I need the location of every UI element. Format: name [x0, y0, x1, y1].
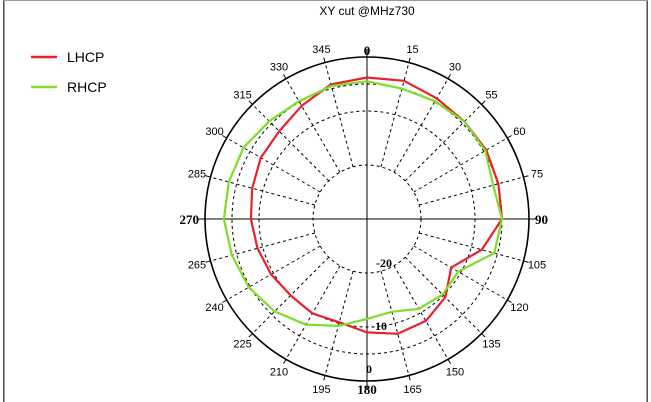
outer-tick — [447, 359, 451, 364]
grid-spoke — [404, 104, 482, 182]
outer-tick — [323, 57, 326, 63]
angle-label: 150 — [446, 366, 464, 378]
chart-title: XY cut @MHz730 — [319, 4, 415, 18]
series-layer — [222, 76, 504, 335]
grid-spoke — [413, 137, 508, 193]
angle-label: 345 — [312, 44, 330, 56]
outer-tick — [408, 375, 411, 381]
outer-tick — [205, 260, 211, 263]
grid-spoke — [210, 232, 315, 262]
outer-tick — [507, 135, 512, 139]
angle-label: 285 — [188, 168, 206, 180]
grid-spoke — [413, 245, 508, 301]
series-line-rhcp — [222, 80, 504, 327]
outer-tick — [408, 57, 411, 63]
grid-spoke — [393, 265, 449, 360]
outer-tick — [283, 74, 287, 79]
angle-label: 15 — [406, 44, 418, 56]
outer-tick — [248, 333, 253, 338]
angle-label: 0 — [364, 43, 371, 58]
radial-label: 0 — [366, 362, 372, 376]
outer-tick — [481, 333, 486, 338]
grid-spoke — [285, 78, 341, 173]
window-frame-right — [646, 0, 648, 402]
outer-tick — [481, 100, 486, 105]
outer-tick — [507, 299, 512, 303]
window-frame-top — [3, 0, 648, 1]
outer-tick — [222, 299, 227, 303]
angle-label: 75 — [531, 168, 543, 180]
outer-tick — [447, 74, 451, 79]
outer-tick — [205, 175, 211, 178]
angle-label: 105 — [528, 260, 546, 272]
outer-tick — [283, 359, 287, 364]
angle-label: 120 — [510, 302, 528, 314]
angle-label: 225 — [233, 338, 251, 350]
outer-tick — [323, 375, 326, 381]
series-line-lhcp — [249, 76, 504, 335]
grid-spoke — [419, 232, 524, 262]
outer-tick — [222, 135, 227, 139]
tick-labels: 0 15 30 55 60 75 90 105 120 135 150 165 180 195 210 225… — [180, 43, 549, 397]
grid-spoke — [393, 78, 449, 173]
angle-label: 165 — [403, 384, 421, 396]
angle-label: 90 — [535, 212, 548, 227]
angle-label: 330 — [270, 62, 288, 74]
angle-label: 135 — [482, 338, 500, 350]
angle-label: 180 — [357, 382, 377, 397]
angle-label: 240 — [205, 302, 223, 314]
outer-tick — [523, 175, 529, 178]
angle-label: 30 — [449, 62, 461, 74]
grid-spoke — [226, 245, 321, 301]
radial-label: -10 — [371, 319, 387, 333]
grid-spoke — [226, 137, 321, 193]
legend-label-lhcp: LHCP — [67, 49, 104, 65]
angle-label: 60 — [513, 126, 525, 138]
radial-label: -20 — [376, 256, 392, 270]
angle-label: 55 — [485, 90, 497, 102]
angle-label: 300 — [205, 126, 223, 138]
angle-label: 315 — [233, 90, 251, 102]
grid-spoke — [324, 62, 354, 167]
legend: LHCP RHCP — [31, 49, 107, 95]
angle-label: 210 — [270, 366, 288, 378]
outer-tick — [248, 100, 253, 105]
legend-label-rhcp: RHCP — [67, 79, 107, 95]
window-frame-left — [3, 0, 5, 402]
angle-label: 270 — [180, 212, 200, 227]
angle-label: 195 — [312, 384, 330, 396]
angle-label: 265 — [188, 260, 206, 272]
grid-spoke — [380, 271, 410, 376]
grid-spoke — [252, 104, 330, 182]
outer-tick — [523, 260, 529, 263]
grid-spoke — [419, 176, 524, 206]
